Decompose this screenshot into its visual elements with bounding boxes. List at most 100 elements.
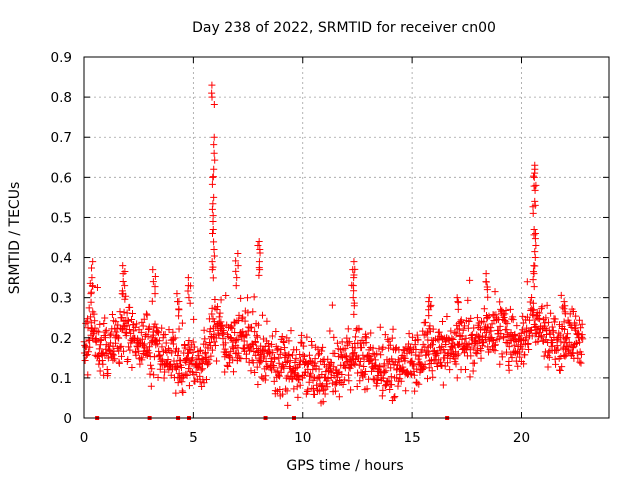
data-point [211, 156, 219, 164]
data-point [234, 262, 242, 270]
data-point [209, 217, 217, 225]
data-point [505, 343, 513, 351]
data-point [514, 362, 522, 370]
data-point [576, 338, 584, 346]
data-point [379, 343, 387, 351]
data-point [429, 325, 437, 333]
y-tick-label: 0.5 [51, 210, 72, 226]
data-point [511, 330, 519, 338]
data-point [319, 343, 327, 351]
data-point [323, 383, 331, 391]
data-point [440, 345, 448, 353]
data-point [355, 354, 363, 362]
data-point [327, 359, 335, 367]
data-point [576, 358, 584, 366]
data-point [350, 287, 358, 295]
data-point [185, 382, 193, 390]
plot-frame [83, 56, 610, 419]
data-point [206, 325, 214, 333]
x-tick-label: 5 [189, 430, 198, 446]
chart-title: Day 238 of 2022, SRMTID for receiver cn0… [192, 20, 496, 36]
data-point [240, 344, 248, 352]
data-point [551, 315, 559, 323]
data-point [241, 317, 249, 325]
data-point [118, 314, 126, 322]
data-point [332, 378, 340, 386]
data-point [425, 294, 433, 302]
data-point [552, 360, 560, 368]
data-point [391, 392, 399, 400]
data-point [208, 81, 216, 89]
data-point [425, 298, 433, 306]
data-point [174, 363, 182, 371]
data-point [568, 323, 576, 331]
data-point [454, 298, 462, 306]
data-point [220, 329, 228, 337]
data-point [208, 205, 216, 213]
data-point [208, 180, 216, 188]
data-point [530, 182, 538, 190]
data-points [80, 81, 587, 409]
data-point [500, 334, 508, 342]
data-point [421, 360, 429, 368]
data-point [538, 303, 546, 311]
data-point [271, 353, 279, 361]
data-point [210, 318, 218, 326]
data-point [108, 310, 116, 318]
data-point [415, 352, 423, 360]
data-point [225, 353, 233, 361]
data-point [577, 359, 585, 367]
data-point [289, 351, 297, 359]
data-point [230, 368, 238, 376]
data-point [423, 347, 431, 355]
data-point [530, 306, 538, 314]
data-point [518, 345, 526, 353]
data-point [474, 346, 482, 354]
data-point [460, 349, 468, 357]
data-point [557, 291, 565, 299]
data-point [253, 332, 261, 340]
data-point [118, 352, 126, 360]
data-point [349, 294, 357, 302]
data-point [161, 368, 169, 376]
data-point [437, 347, 445, 355]
data-point [106, 331, 114, 339]
data-point [117, 342, 125, 350]
data-point [429, 341, 437, 349]
data-point [221, 339, 229, 347]
data-point [483, 314, 491, 322]
data-point [140, 315, 148, 323]
data-point [258, 373, 266, 381]
data-point [306, 357, 314, 365]
data-point [521, 351, 529, 359]
data-point [149, 278, 157, 286]
data-point [561, 310, 569, 318]
data-point [578, 350, 586, 358]
data-point [462, 334, 470, 342]
data-point [337, 351, 345, 359]
data-point [538, 332, 546, 340]
data-point [188, 360, 196, 368]
data-point [561, 352, 569, 360]
data-point [387, 373, 395, 381]
data-point [270, 377, 278, 385]
data-point [144, 332, 152, 340]
data-point [81, 357, 89, 365]
data-point [460, 322, 468, 330]
data-point [209, 229, 216, 237]
data-point [229, 356, 237, 364]
data-point [482, 270, 490, 278]
data-point [133, 320, 141, 328]
data-point [146, 343, 154, 351]
data-point [104, 369, 112, 377]
data-point [168, 349, 176, 357]
data-point [102, 326, 110, 334]
data-point [178, 387, 186, 395]
data-point [279, 390, 287, 398]
data-point [362, 367, 370, 375]
data-point [188, 354, 196, 362]
data-point [124, 355, 132, 363]
data-point [239, 328, 247, 336]
data-point [413, 379, 421, 387]
